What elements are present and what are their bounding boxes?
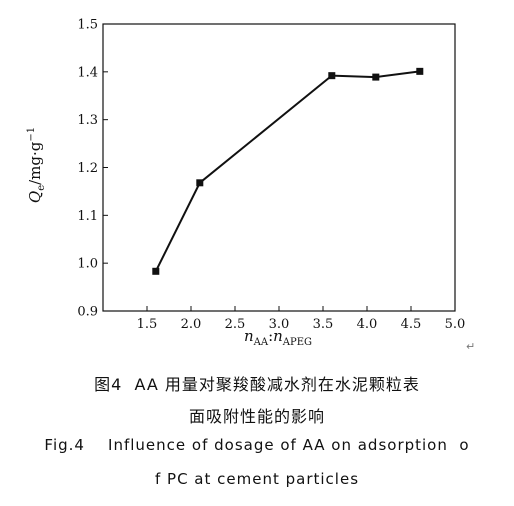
data-point-marker <box>416 67 424 75</box>
y-tick-label: 1.0 <box>77 257 98 272</box>
x-tick-label: 4.0 <box>357 317 378 332</box>
x-tick-label: 3.5 <box>313 317 334 332</box>
data-point-marker <box>152 267 160 275</box>
paragraph-mark: ↵ <box>466 340 476 353</box>
x-axis-label: nAA:nAPEG <box>244 327 312 348</box>
caption-cn-line2: 面吸附性能的影响 <box>188 407 325 426</box>
data-point-marker <box>196 179 204 187</box>
axis-labels: Qe/mg·g−1 nAA:nAPEG <box>26 127 312 348</box>
y-tick-label: 1.4 <box>77 65 98 80</box>
y-tick-label: 1.2 <box>77 161 98 176</box>
x-tick-label: 5.0 <box>445 317 466 332</box>
caption-cn-line1: 图4 AA 用量对聚羧酸减水剂在水泥颗粒表 <box>94 375 420 394</box>
series-line <box>154 70 420 272</box>
x-tick-label: 3.0 <box>269 317 290 332</box>
y-tick-label: 0.9 <box>77 305 98 320</box>
y-axis-label: Qe/mg·g−1 <box>26 127 47 203</box>
data-markers <box>152 67 424 275</box>
x-tick-label: 1.5 <box>137 317 158 332</box>
caption-en-line1: Fig.4 Influence of dosage of AA on adsor… <box>44 436 470 454</box>
series-polyline <box>154 70 420 272</box>
x-tick-label: 2.5 <box>225 317 246 332</box>
caption-en-line2: f PC at cement particles <box>154 470 360 488</box>
line-chart: 1.5 2.0 2.5 3.0 3.5 4.0 4.5 5.0 0.9 1.0 1.1 1.2 1.3 1… <box>26 18 465 349</box>
x-tick-label: 4.5 <box>401 317 422 332</box>
axes <box>102 23 456 312</box>
tick-labels: 1.5 2.0 2.5 3.0 3.5 4.0 4.5 5.0 0.9 1.0 1.1 1.2 1.3 1… <box>77 18 465 333</box>
data-point-marker <box>328 72 336 80</box>
y-tick-label: 1.3 <box>77 113 98 128</box>
y-tick-label: 1.1 <box>77 209 98 224</box>
data-point-marker <box>372 73 380 81</box>
y-tick-label: 1.5 <box>77 18 98 33</box>
x-tick-label: 2.0 <box>181 317 202 332</box>
